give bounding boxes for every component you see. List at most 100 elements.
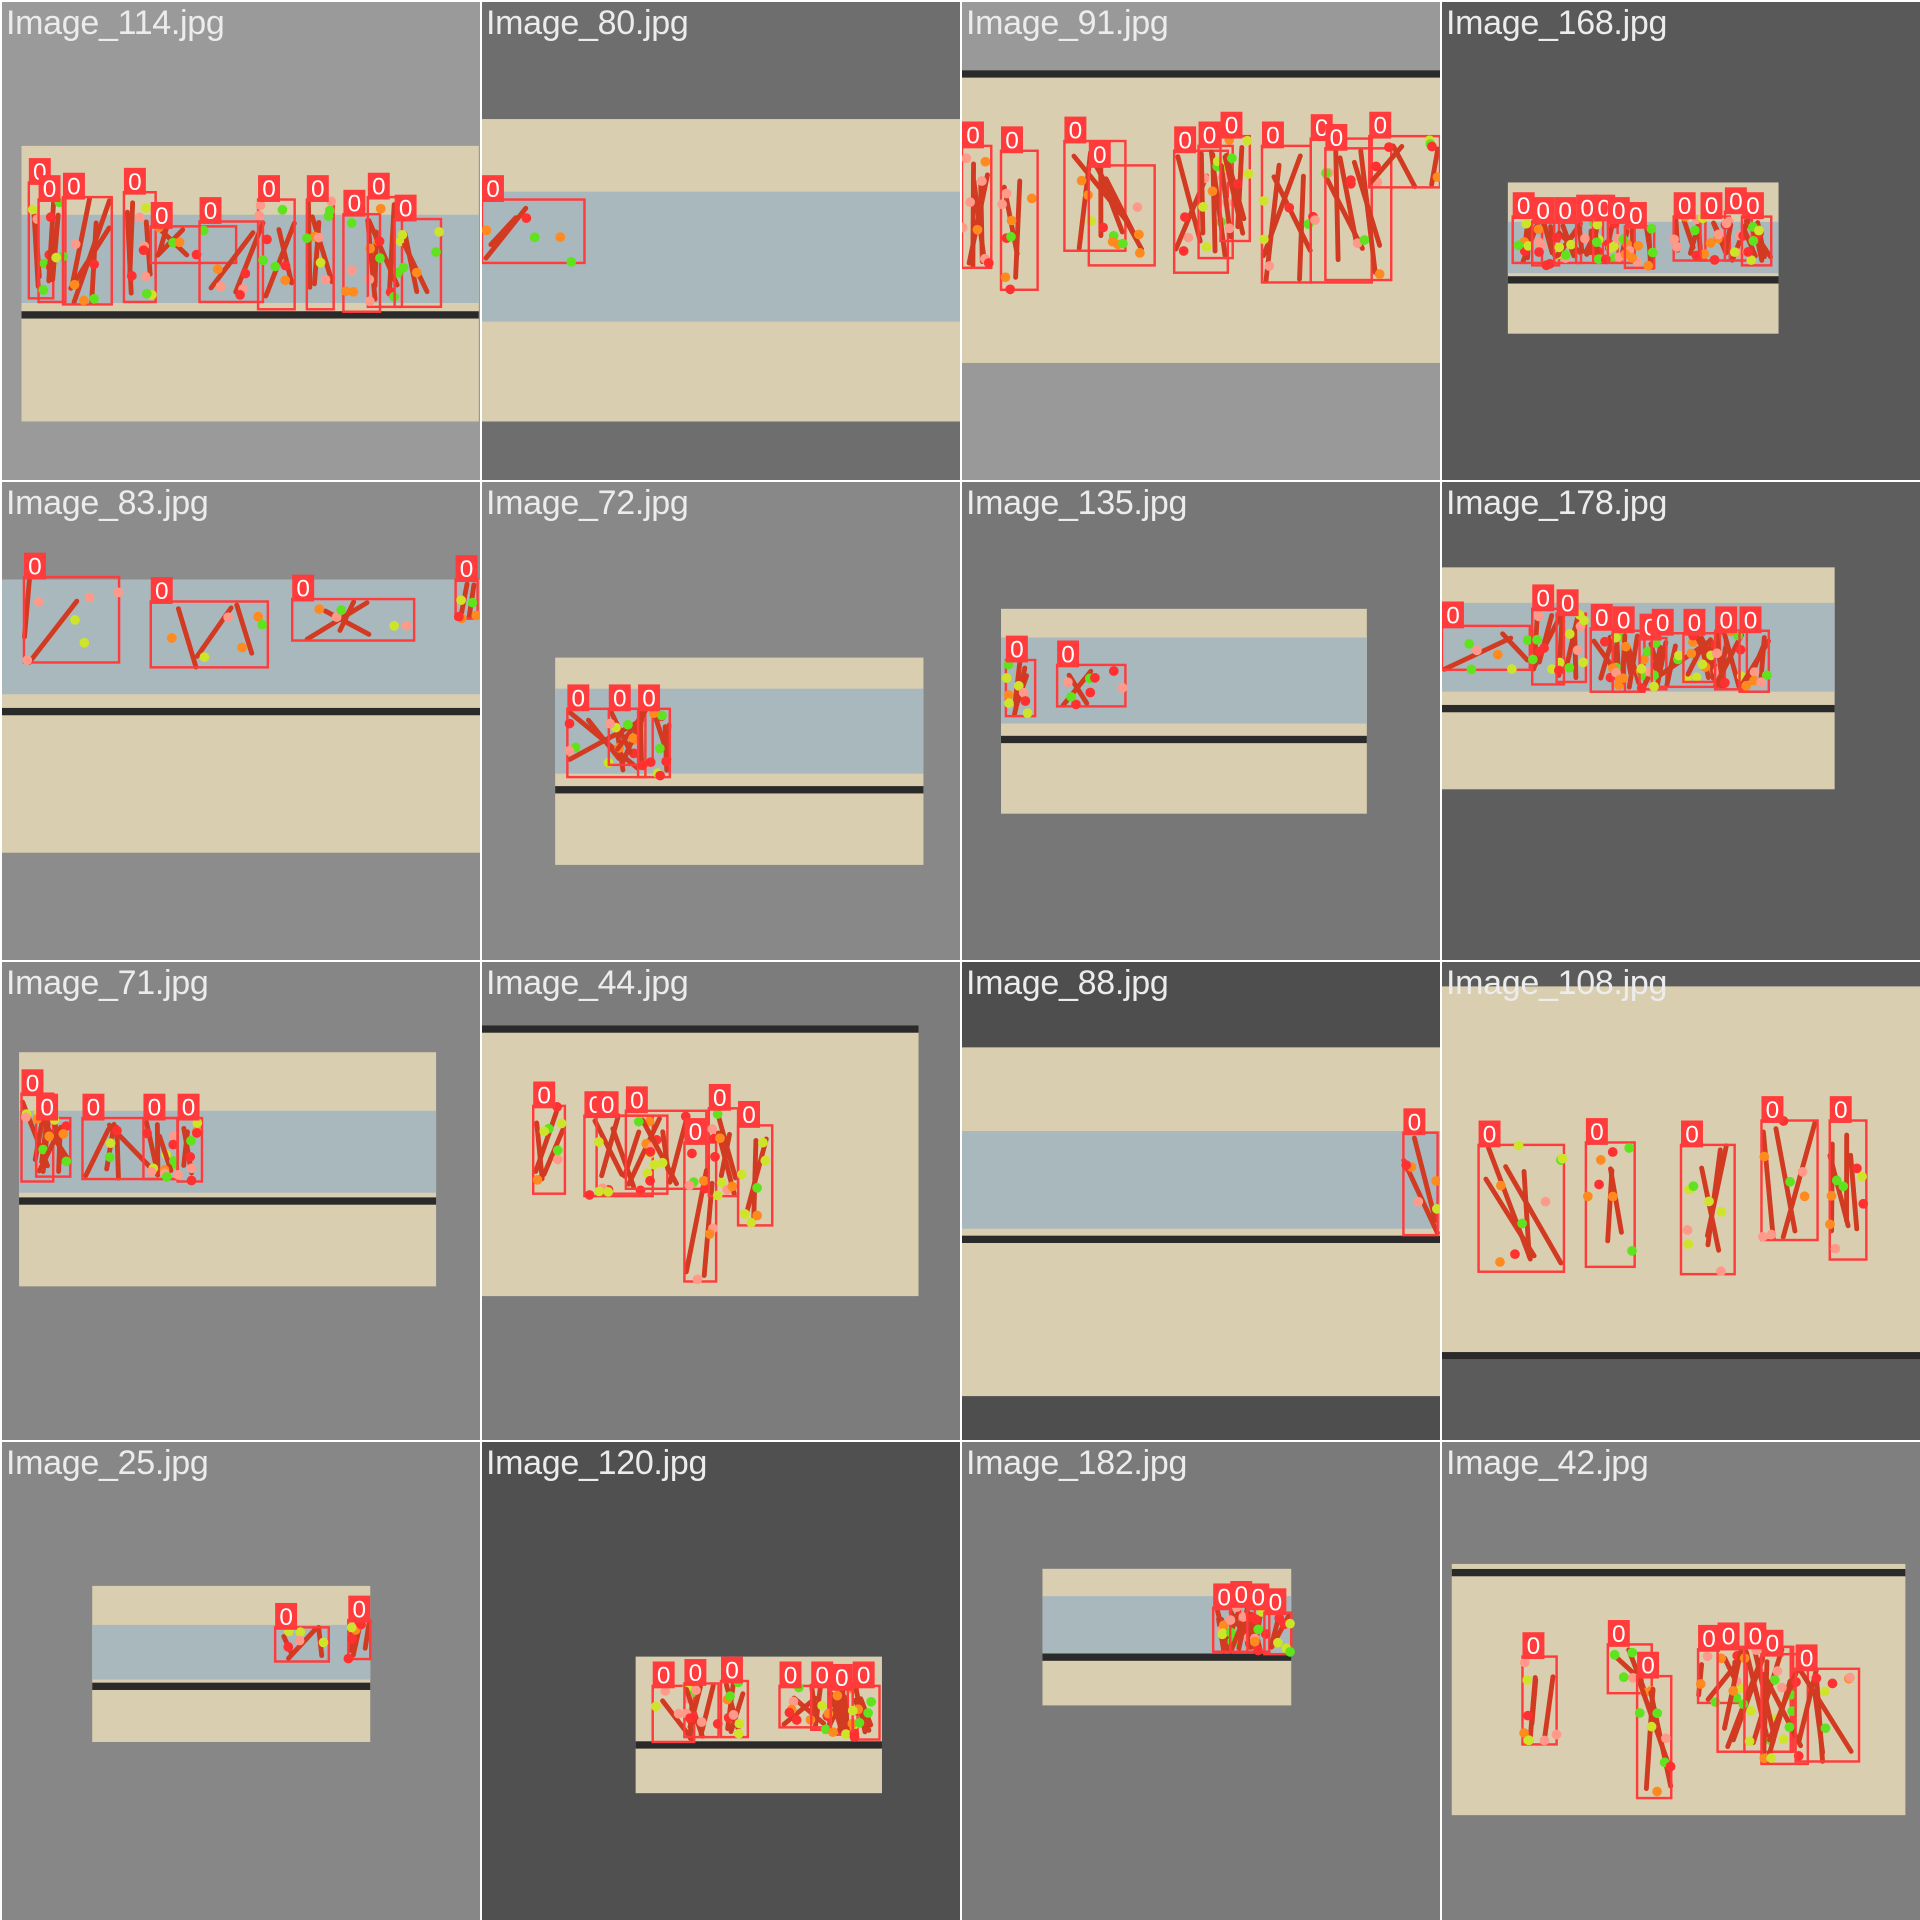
keypoint [645, 757, 656, 768]
grid-tile[interactable]: 0 0 Image_135.jpg [962, 482, 1440, 960]
keypoint [240, 268, 251, 279]
pepper [39, 1117, 72, 1164]
grid-tile[interactable]: 0 0 0 0 0 0 0 0 0 0 0 Image_91.jpg [962, 2, 1440, 480]
pepper [1486, 1145, 1533, 1262]
keypoint [318, 1637, 329, 1648]
grid-tile[interactable]: 0 0 0 0 Image_83.jpg [2, 482, 480, 960]
class-tag-label: 0 [1705, 193, 1719, 220]
keypoint [1650, 638, 1661, 649]
class-tag [1681, 1120, 1703, 1148]
keypoint [1496, 1180, 1506, 1191]
keypoint [828, 1727, 838, 1738]
class-tag-label: 0 [1330, 125, 1344, 152]
grid-tile[interactable]: 0 0 0 0 0 0 0 Image_120.jpg [482, 1442, 960, 1920]
class-tag-label: 0 [1252, 1584, 1266, 1611]
grid-tile[interactable]: 0 Image_88.jpg [962, 962, 1440, 1440]
class-tag [1724, 187, 1747, 215]
keypoint [112, 1125, 122, 1136]
pepper [309, 214, 335, 285]
class-tag [1651, 608, 1674, 636]
tile-filename: Image_120.jpg [486, 1444, 708, 1482]
class-tag [38, 175, 61, 202]
keypoint [1611, 667, 1621, 678]
tile-filename: Image_25.jpg [6, 1444, 209, 1482]
keypoint [1628, 1672, 1638, 1683]
keypoint [1062, 677, 1073, 688]
keypoint [1539, 1735, 1550, 1746]
keypoint [691, 1685, 701, 1696]
keypoint [1431, 1176, 1440, 1186]
class-tag [150, 577, 173, 604]
keypoint [1820, 1723, 1831, 1734]
keypoint [1702, 1651, 1713, 1662]
grid-tile[interactable]: 0 0 0 0 0 Image_71.jpg [2, 962, 480, 1440]
class-tag-label: 0 [28, 554, 42, 581]
pepper [1648, 1690, 1674, 1789]
class-tag [1512, 192, 1535, 220]
grid-tile[interactable]: 0 0 0 0 0 0 0 0 0 0 0 Image_114.jpg [2, 2, 480, 480]
grid-tile[interactable]: 0 0 0 0 0 0 0 Image_44.jpg [482, 962, 960, 1440]
class-tag [1576, 194, 1599, 222]
keypoint [453, 611, 464, 622]
keypoint [1183, 232, 1194, 243]
keypoint [660, 1686, 671, 1696]
keypoint [1285, 1618, 1295, 1629]
keypoint [1746, 255, 1757, 265]
keypoint [1522, 1675, 1532, 1685]
keypoint [1620, 641, 1631, 652]
keypoint [1013, 680, 1024, 691]
keypoint [294, 1635, 305, 1646]
grid-tile[interactable]: 0 0 0 0 Image_182.jpg [962, 1442, 1440, 1920]
keypoint [1799, 1191, 1810, 1202]
keypoint [1541, 260, 1552, 271]
keypoint [22, 655, 33, 666]
keypoint [375, 203, 386, 214]
grid-tile[interactable]: 0 0 Image_25.jpg [2, 1442, 480, 1920]
grid-tile[interactable]: 0 0 0 0 0 0 0 0 Image_42.jpg [1442, 1442, 1920, 1920]
pepper [718, 1131, 732, 1179]
keypoint [1554, 242, 1565, 253]
class-tag-label: 0 [1722, 1623, 1736, 1650]
keypoint [1243, 169, 1254, 179]
keypoint [27, 204, 38, 215]
keypoint [1401, 1160, 1412, 1170]
keypoint [1673, 650, 1684, 661]
pepper [36, 1124, 64, 1174]
class-tag-label: 0 [204, 198, 218, 225]
keypoint [1639, 654, 1649, 665]
detection-box [149, 225, 238, 265]
pepper [1429, 146, 1440, 188]
grid-tile[interactable]: 0 0 0 0 0 0 0 0 0 0 Image_178.jpg [1442, 482, 1920, 960]
keypoint [1432, 172, 1440, 183]
conveyor-belt [92, 1624, 371, 1680]
grid-tile[interactable]: 0 0 0 0 0 Image_108.jpg [1442, 962, 1920, 1440]
keypoint [1683, 1239, 1694, 1249]
class-tag [721, 1656, 743, 1684]
keypoint [141, 288, 152, 299]
grid-tile[interactable]: 0 Image_80.jpg [482, 2, 960, 480]
keypoint [186, 1175, 197, 1186]
class-tag [1761, 1629, 1784, 1657]
keypoint [1566, 239, 1576, 250]
keypoint [138, 245, 149, 256]
keypoint [685, 1713, 695, 1723]
class-tag [1532, 197, 1555, 224]
keypoint [1249, 1636, 1260, 1647]
keypoint [347, 1633, 357, 1644]
keypoint [1464, 638, 1474, 649]
grid-tile[interactable]: 0 0 0 0 0 0 0 0 0 0 0 Image_168.jpg [1442, 2, 1920, 480]
grid-tile[interactable]: 0 0 0 Image_72.jpg [482, 482, 960, 960]
keypoint [411, 267, 422, 278]
keypoint [712, 1109, 723, 1119]
pepper [1797, 1667, 1854, 1754]
keypoint [1609, 241, 1619, 252]
keypoint [832, 1690, 843, 1701]
keypoint [199, 652, 210, 662]
keypoint [38, 285, 49, 295]
class-tag [275, 1602, 298, 1630]
pepper [208, 230, 256, 291]
keypoint [1085, 687, 1096, 698]
class-tag [1532, 584, 1555, 612]
keypoint [348, 286, 359, 297]
detection-box [1794, 1667, 1861, 1763]
